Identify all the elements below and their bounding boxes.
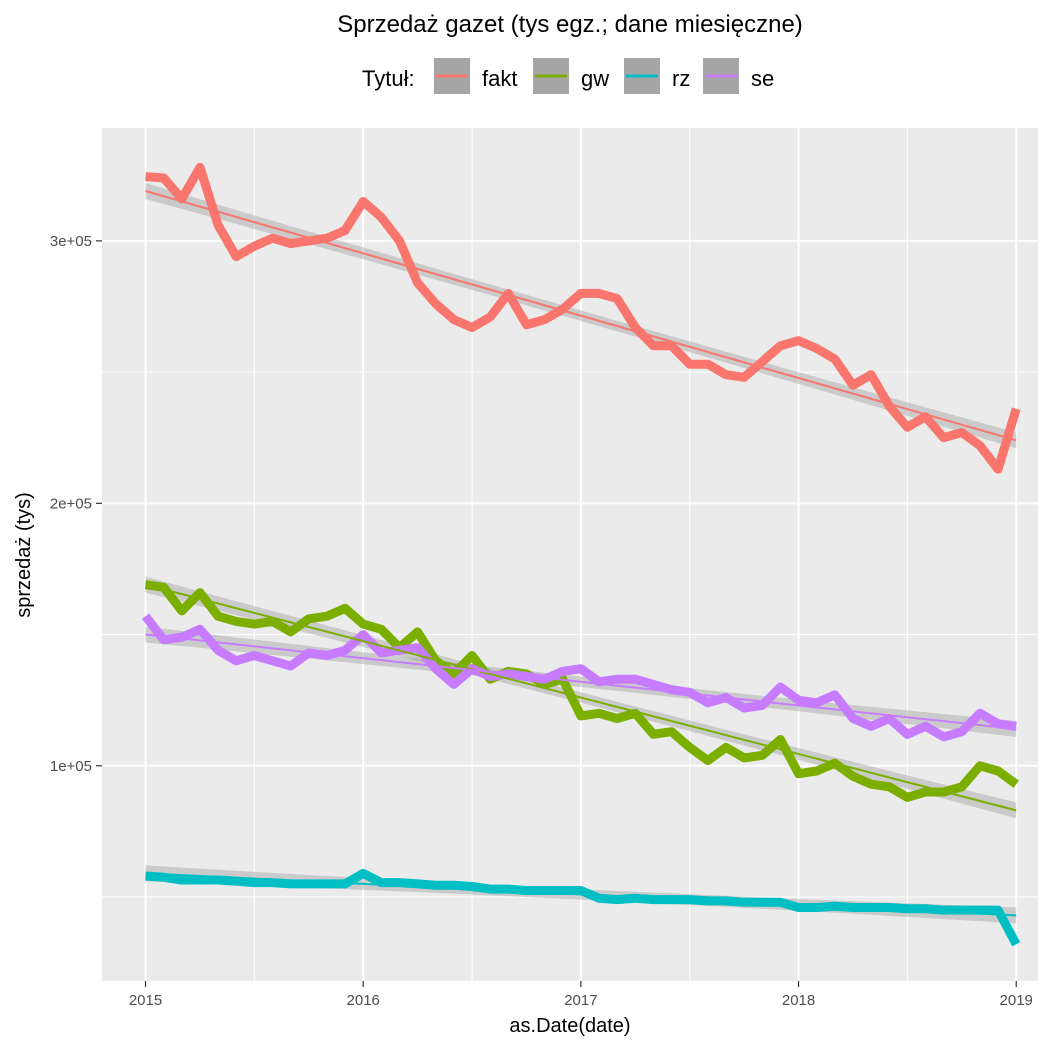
legend-label-gw: gw (581, 66, 609, 91)
series-line-gw (144, 580, 1019, 802)
x-tick-label: 2017 (564, 992, 597, 1009)
chart-title: Sprzedaż gazet (tys egz.; dane miesięczn… (337, 11, 803, 38)
y-tick-label: 1e+05 (50, 758, 92, 775)
trend-line-fakt (145, 190, 1017, 442)
x-tick-label: 2016 (347, 992, 380, 1009)
legend-label-fakt: fakt (482, 66, 517, 91)
legend-title: Tytuł: (362, 66, 415, 91)
legend: Tytuł: fakt gw rz se (362, 58, 774, 94)
x-axis: 2015 2016 2017 2018 2019 (129, 981, 1033, 1009)
x-tick-label: 2018 (782, 992, 815, 1009)
legend-label-rz: rz (672, 66, 690, 91)
series-line-se (141, 613, 1017, 742)
legend-label-se: se (751, 66, 774, 91)
trend-line-se (145, 633, 1017, 731)
y-tick-label: 2e+05 (50, 495, 92, 512)
trend-lines (145, 190, 1017, 917)
y-tick-label: 3e+05 (50, 233, 92, 250)
x-axis-title: as.Date(date) (509, 1015, 630, 1037)
x-tick-label: 2015 (129, 992, 162, 1009)
series-line-fakt (145, 162, 1021, 474)
trend-line-gw (145, 583, 1017, 812)
y-axis: 1e+05 2e+05 3e+05 (50, 233, 102, 775)
plot-panel (102, 128, 1038, 981)
trend-line-rz (145, 872, 1017, 917)
grid (102, 128, 1038, 981)
x-tick-label: 2019 (1000, 992, 1033, 1009)
y-axis-title: sprzedaż (tys) (13, 492, 35, 618)
